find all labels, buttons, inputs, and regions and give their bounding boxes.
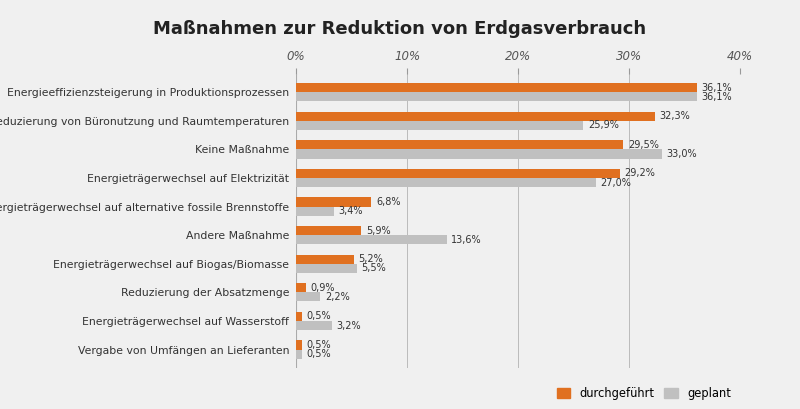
Bar <box>296 283 306 292</box>
Bar <box>296 121 583 130</box>
Text: 5,2%: 5,2% <box>358 254 383 264</box>
Bar <box>296 207 334 216</box>
Text: 27,0%: 27,0% <box>600 178 631 188</box>
Text: 36,1%: 36,1% <box>701 83 732 92</box>
Bar <box>296 169 620 178</box>
Text: 29,5%: 29,5% <box>628 140 658 150</box>
Bar <box>296 340 302 350</box>
Text: 25,9%: 25,9% <box>588 120 619 130</box>
Text: 3,2%: 3,2% <box>336 321 361 330</box>
Bar <box>296 321 331 330</box>
Text: 5,5%: 5,5% <box>362 263 386 273</box>
Bar <box>296 83 697 92</box>
Bar <box>296 178 596 187</box>
Bar <box>296 140 623 149</box>
Bar <box>296 226 362 235</box>
Text: 29,2%: 29,2% <box>625 169 655 178</box>
Text: 2,2%: 2,2% <box>325 292 350 302</box>
Text: 0,5%: 0,5% <box>306 340 330 350</box>
Text: 0,9%: 0,9% <box>310 283 335 293</box>
Text: 33,0%: 33,0% <box>666 149 698 159</box>
Bar <box>296 312 302 321</box>
Text: 3,4%: 3,4% <box>338 206 362 216</box>
Bar <box>296 112 654 121</box>
Text: 0,5%: 0,5% <box>306 349 330 359</box>
Text: 5,9%: 5,9% <box>366 226 390 236</box>
Bar <box>296 92 697 101</box>
Bar <box>296 198 371 207</box>
Legend: durchgeführt, geplant: durchgeführt, geplant <box>553 384 734 404</box>
Bar <box>296 254 354 264</box>
Bar <box>296 149 662 159</box>
Text: 36,1%: 36,1% <box>701 92 732 102</box>
Text: 13,6%: 13,6% <box>451 235 482 245</box>
Bar <box>296 350 302 359</box>
Text: Maßnahmen zur Reduktion von Erdgasverbrauch: Maßnahmen zur Reduktion von Erdgasverbra… <box>154 20 646 38</box>
Text: 0,5%: 0,5% <box>306 311 330 321</box>
Bar <box>296 264 357 273</box>
Bar <box>296 235 447 244</box>
Bar <box>296 292 321 301</box>
Text: 32,3%: 32,3% <box>659 111 690 121</box>
Text: 6,8%: 6,8% <box>376 197 401 207</box>
